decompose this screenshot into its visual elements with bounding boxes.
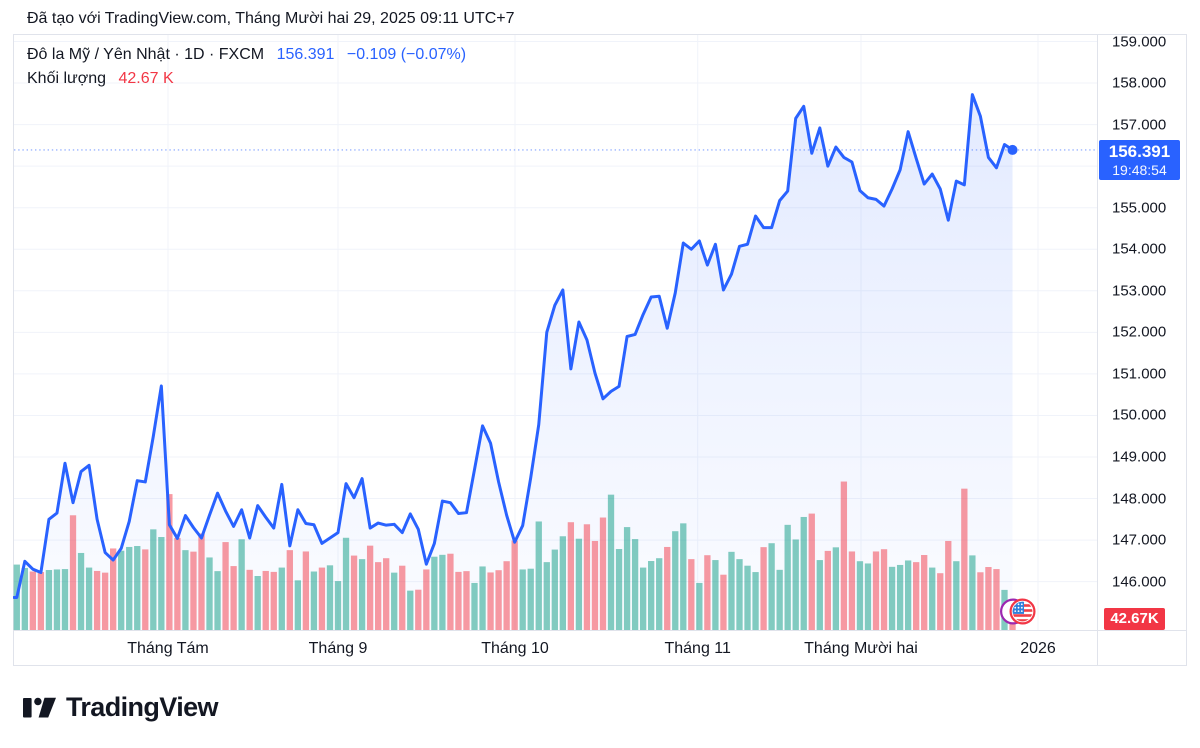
price-tick-label: 147.000 <box>1112 531 1167 549</box>
price-tick-label: 153.000 <box>1112 282 1167 300</box>
price-tick-label: 149.000 <box>1112 448 1167 466</box>
time-tick-label: Tháng 9 <box>308 640 368 657</box>
time-tick-label: Tháng 10 <box>481 640 549 657</box>
volume-indicator-label[interactable]: Khối lượng <box>27 70 107 87</box>
price-tick-label: 157.000 <box>1112 116 1167 134</box>
badge-price: 156.391 <box>1108 142 1171 161</box>
time-tick-label: 2026 <box>1020 640 1056 657</box>
price-tick-label: 154.000 <box>1112 240 1167 258</box>
price-tick-label: 158.000 <box>1112 74 1167 92</box>
attribution-text: Đã tạo với TradingView.com, Tháng Mười h… <box>27 10 515 27</box>
chart-overlays <box>14 144 1097 155</box>
price-tick-label: 152.000 <box>1112 323 1167 341</box>
last-price-value: 156.391 <box>276 46 335 63</box>
price-tick-label: 146.000 <box>1112 573 1167 591</box>
badge-countdown: 19:48:54 <box>1112 162 1167 178</box>
price-line <box>13 93 1015 599</box>
us-flag-icon <box>1000 598 1036 625</box>
last-price-badge: 156.391 19:48:54 <box>1099 140 1180 180</box>
symbol-title[interactable]: Đô la Mỹ / Yên Nhật · 1D · FXCM <box>27 46 265 63</box>
volume-value: 42.67 K <box>118 70 174 87</box>
price-tick-label: 148.000 <box>1112 490 1167 508</box>
price-tick-label: 155.000 <box>1112 199 1167 217</box>
tradingview-logo[interactable]: TradingView <box>23 692 219 722</box>
tradingview-logo-icon <box>23 697 56 718</box>
legend-symbol-row: Đô la Mỹ / Yên Nhật · 1D · FXCM 156.391 … <box>27 43 466 67</box>
legend-volume-row: Khối lượng 42.67 K <box>27 67 466 91</box>
price-change-value: −0.109 (−0.07%) <box>346 46 467 63</box>
price-chart[interactable] <box>13 34 1187 666</box>
time-tick-label: Tháng 11 <box>664 640 731 657</box>
chart-legend[interactable]: Đô la Mỹ / Yên Nhật · 1D · FXCM 156.391 … <box>27 43 466 91</box>
volume-axis-badge: 42.67K <box>1104 608 1165 630</box>
tradingview-logo-text: TradingView <box>66 692 219 722</box>
price-tick-label: 150.000 <box>1112 406 1167 424</box>
volume-bars <box>13 481 1016 630</box>
price-tick-label: 159.000 <box>1112 33 1167 50</box>
time-tick-label: Tháng Mười hai <box>804 640 918 657</box>
price-tick-label: 151.000 <box>1112 365 1167 383</box>
time-tick-label: Tháng Tám <box>127 640 209 657</box>
